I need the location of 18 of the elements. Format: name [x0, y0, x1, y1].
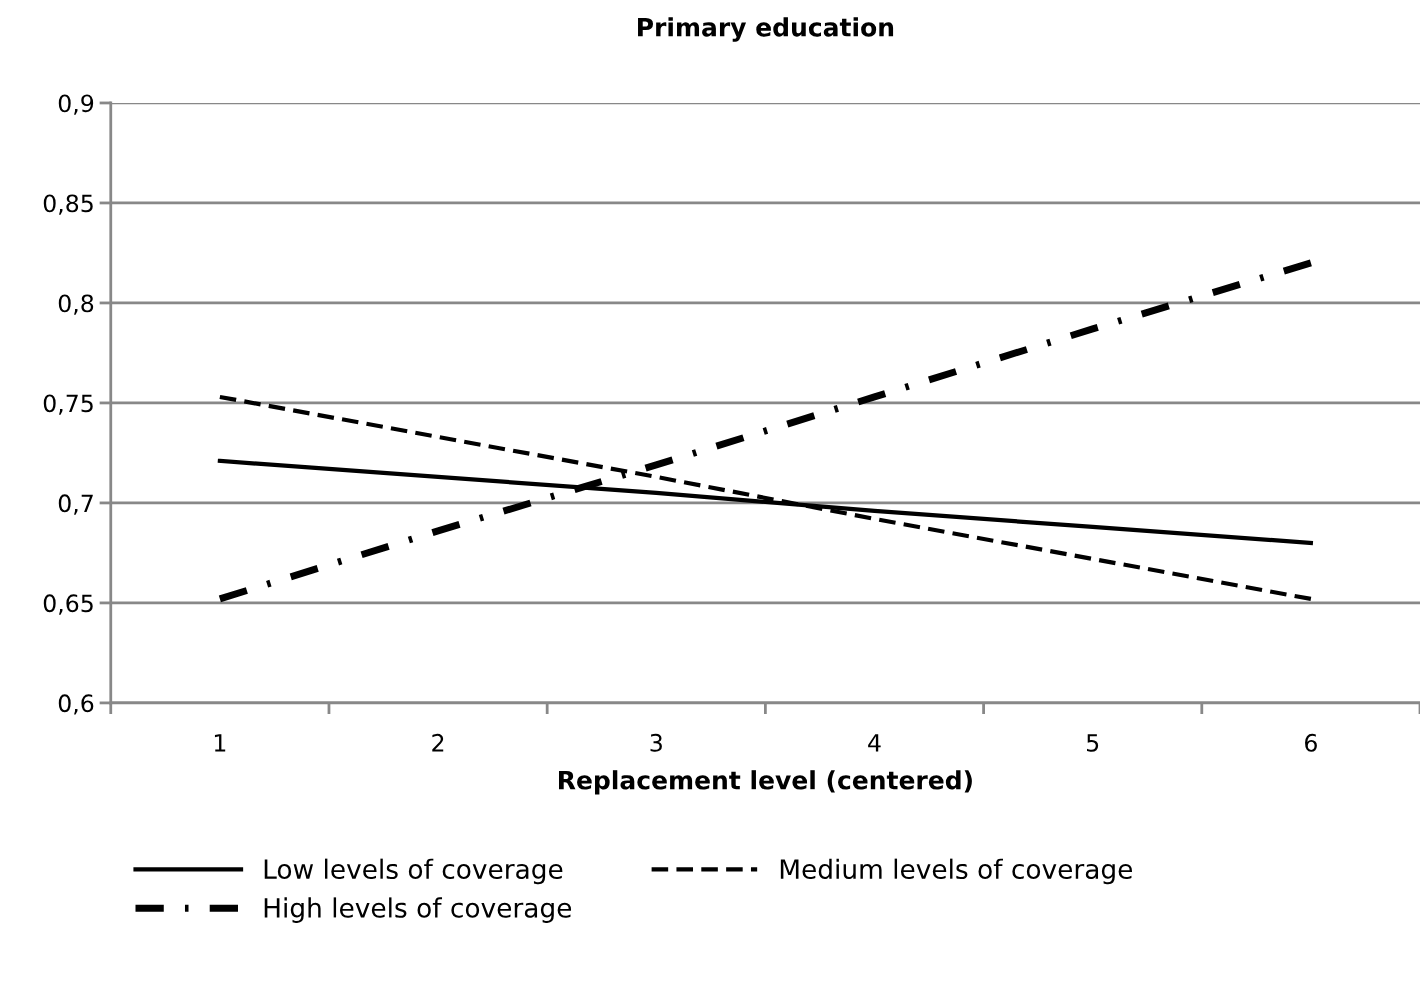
legend-label: Medium levels of coverage — [780, 858, 1132, 885]
chart-title: Primary education — [638, 17, 894, 42]
y-tick-label: 0,65 — [43, 594, 93, 615]
x-tick-label: 4 — [868, 734, 881, 752]
y-tick-label: 0,75 — [43, 394, 93, 415]
y-tick-label: 0,85 — [43, 194, 93, 215]
x-tick-label: 1 — [214, 734, 226, 752]
y-tick-label: 0,9 — [58, 94, 94, 115]
y-tick-label: 0,8 — [58, 294, 94, 315]
x-tick-label: 3 — [650, 733, 662, 752]
x-axis-title: Replacement level (centered) — [559, 770, 972, 795]
x-tick-label: 2 — [432, 733, 444, 752]
legend-label: Low levels of coverage — [264, 858, 563, 885]
x-tick-label: 6 — [1305, 733, 1317, 752]
legend-label: High levels of coverage — [264, 897, 572, 923]
y-tick-label: 0,7 — [58, 494, 93, 515]
x-tick-label: 5 — [1087, 734, 1099, 752]
y-tick-label: 0,6 — [58, 694, 94, 715]
